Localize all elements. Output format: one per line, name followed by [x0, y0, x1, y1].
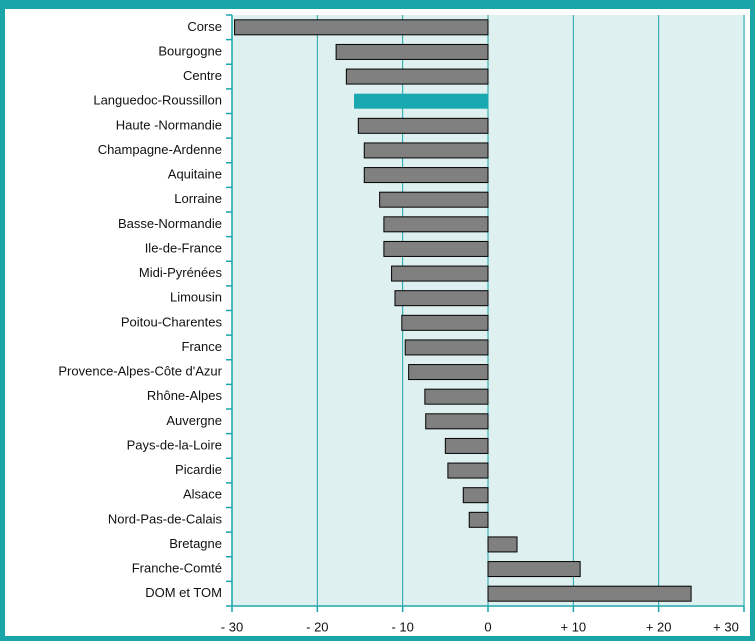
x-tick-label: + 10 — [560, 619, 586, 634]
bar — [335, 43, 489, 60]
y-tick-label: Alsace — [183, 487, 222, 502]
y-tick-label: Pays-de-la-Loire — [127, 437, 222, 452]
bar — [424, 388, 489, 405]
bar — [408, 364, 489, 381]
y-tick-label: Nord-Pas-de-Calais — [108, 511, 223, 526]
x-tick-label: + 20 — [646, 619, 672, 634]
y-tick-label: Lorraine — [174, 191, 222, 206]
x-tick-label: - 30 — [221, 619, 243, 634]
bar — [357, 117, 489, 134]
frame-top — [0, 0, 755, 9]
bar — [404, 339, 489, 356]
bar — [379, 191, 489, 208]
x-tick-label: - 10 — [391, 619, 413, 634]
y-tick-label: Picardie — [175, 462, 222, 477]
y-tick-label: Franche-Comté — [132, 561, 222, 576]
y-tick-label: Limousin — [170, 290, 222, 305]
y-tick-label: Centre — [183, 68, 222, 83]
bar — [401, 314, 489, 331]
bar — [363, 142, 489, 159]
bar — [425, 413, 489, 430]
bar — [462, 487, 489, 504]
bar — [487, 561, 581, 578]
bar — [383, 216, 489, 233]
y-tick-label: Midi-Pyrénées — [139, 265, 223, 280]
y-tick-label: Bourgogne — [158, 43, 222, 58]
y-tick-label: Basse-Normandie — [118, 216, 222, 231]
bar — [447, 462, 489, 479]
x-tick-label: 0 — [484, 619, 491, 634]
bar — [391, 265, 489, 282]
y-tick-label: Rhône-Alpes — [147, 388, 223, 403]
y-tick-label: DOM et TOM — [145, 585, 222, 600]
bar — [487, 536, 518, 553]
y-tick-label: Haute -Normandie — [116, 117, 222, 132]
y-tick-label: Ile-de-France — [145, 240, 222, 255]
bar — [363, 167, 489, 184]
y-tick-label: Auvergne — [166, 413, 222, 428]
bar — [487, 585, 692, 602]
y-tick-label: Poitou-Charentes — [121, 314, 223, 329]
y-tick-label: Aquitaine — [168, 167, 222, 182]
y-tick-label: Languedoc-Roussillon — [93, 93, 222, 108]
bar — [468, 511, 489, 528]
x-tick-label: + 30 — [713, 619, 739, 634]
bar — [394, 290, 489, 307]
bar — [354, 93, 488, 109]
y-tick-label: Bretagne — [169, 536, 222, 551]
bar — [345, 68, 489, 85]
y-tick-label: Corse — [187, 19, 222, 34]
bar — [383, 240, 489, 257]
y-tick-label: Provence-Alpes-Côte d'Azur — [58, 364, 222, 379]
y-tick-label: France — [182, 339, 222, 354]
x-tick-label: - 20 — [306, 619, 328, 634]
bar — [444, 437, 489, 454]
y-tick-label: Champagne-Ardenne — [98, 142, 222, 157]
bar — [234, 19, 489, 36]
